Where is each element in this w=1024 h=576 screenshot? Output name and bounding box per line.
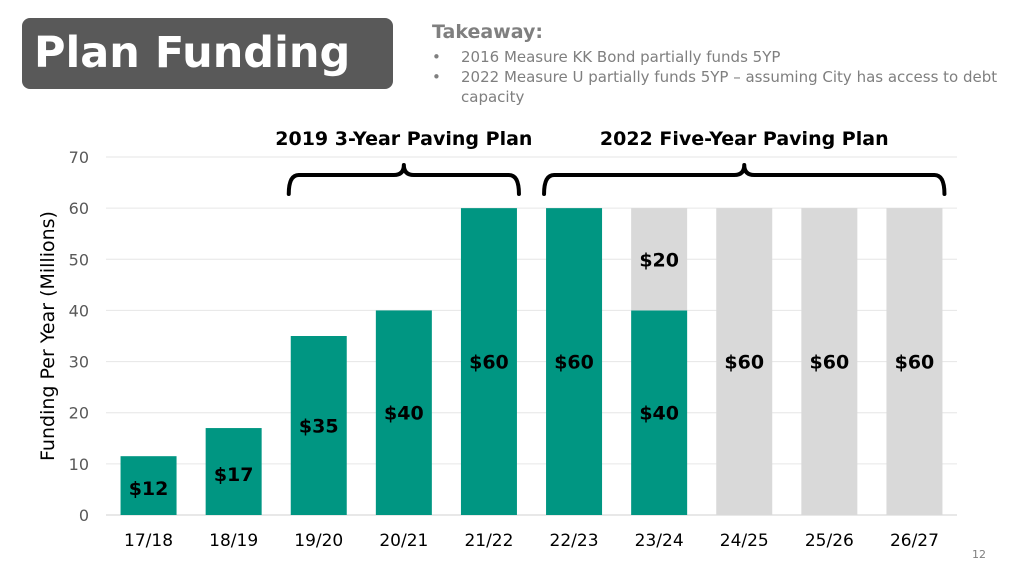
bar-segment <box>546 208 603 515</box>
data-label: $17 <box>214 464 254 486</box>
data-label: $60 <box>895 352 935 374</box>
bar-segment <box>631 310 688 515</box>
bracket-label: 2019 3-Year Paving Plan <box>275 128 532 150</box>
y-tick-label: 40 <box>69 301 89 320</box>
x-tick-label: 18/19 <box>209 531 258 551</box>
bar-segment <box>375 310 432 515</box>
takeaway-bullet-text: 2016 Measure KK Bond partially funds 5YP <box>461 48 781 66</box>
data-label: $40 <box>639 403 679 425</box>
data-label: $60 <box>554 352 594 374</box>
slide-title: Plan Funding <box>34 28 351 78</box>
y-axis-label: Funding Per Year (Millions) <box>37 211 59 461</box>
y-tick-label: 20 <box>69 404 89 423</box>
y-tick-label: 30 <box>69 353 89 372</box>
bar-segment <box>716 208 773 515</box>
takeaway-list: • 2016 Measure KK Bond partially funds 5… <box>432 47 1012 107</box>
bar-segment <box>886 208 943 515</box>
data-label: $35 <box>299 416 339 438</box>
takeaway-bullet: • 2022 Measure U partially funds 5YP – a… <box>432 67 1012 107</box>
x-tick-label: 19/20 <box>294 531 343 551</box>
takeaway-heading: Takeaway: <box>432 21 543 43</box>
y-tick-label: 10 <box>69 455 89 474</box>
bracket-label: 2022 Five-Year Paving Plan <box>600 128 889 150</box>
x-tick-label: 22/23 <box>550 531 599 551</box>
data-label: $12 <box>129 478 169 500</box>
x-tick-label: 26/27 <box>890 531 939 551</box>
takeaway-bullet-text: 2022 Measure U partially funds 5YP – ass… <box>461 68 998 106</box>
takeaway-panel: Takeaway: • 2016 Measure KK Bond partial… <box>432 21 1012 107</box>
x-tick-label: 20/21 <box>379 531 428 551</box>
bracket <box>286 163 521 196</box>
data-label: $60 <box>724 352 764 374</box>
title-box: Plan Funding <box>22 18 393 89</box>
bar-segment <box>290 336 347 515</box>
x-tick-label: 24/25 <box>720 531 769 551</box>
y-tick-label: 50 <box>69 250 89 269</box>
data-label: $60 <box>469 352 509 374</box>
data-label: $60 <box>810 352 850 374</box>
y-tick-label: 70 <box>69 148 89 167</box>
page-number: 12 <box>972 548 986 561</box>
data-label: $20 <box>639 249 679 271</box>
y-tick-label: 0 <box>79 506 89 525</box>
x-tick-label: 23/24 <box>635 531 684 551</box>
bar-segment <box>801 208 858 515</box>
x-tick-label: 17/18 <box>124 531 173 551</box>
bullet-dot: • <box>432 68 441 86</box>
bar-segment <box>631 208 688 311</box>
x-tick-label: 25/26 <box>805 531 854 551</box>
bar-segment <box>460 208 517 515</box>
bullet-dot: • <box>432 48 441 66</box>
x-tick-label: 21/22 <box>464 531 513 551</box>
bar-segment <box>205 428 262 515</box>
y-tick-label: 60 <box>69 199 89 218</box>
data-label: $40 <box>384 403 424 425</box>
takeaway-bullet: • 2016 Measure KK Bond partially funds 5… <box>432 47 1012 67</box>
bracket <box>542 163 947 196</box>
bar-segment <box>120 456 177 515</box>
